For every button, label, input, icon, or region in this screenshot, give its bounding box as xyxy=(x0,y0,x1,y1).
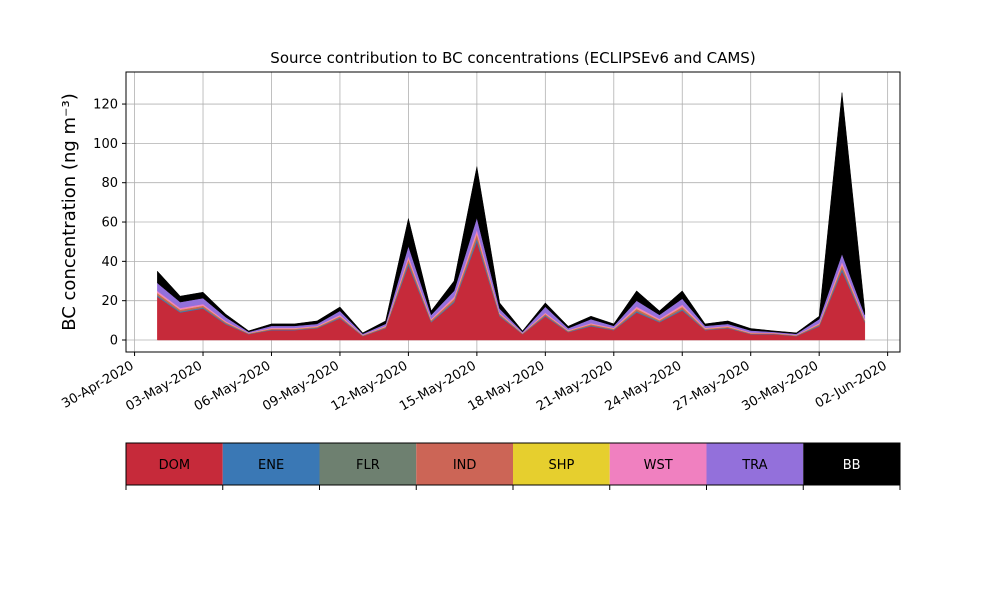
x-tick-label: 27-May-2020 xyxy=(671,358,753,414)
y-axis-label: BC concentration (ng m⁻³) xyxy=(59,93,80,331)
legend-label: DOM xyxy=(159,458,190,473)
legend-label: BB xyxy=(843,458,861,473)
legend-swatch xyxy=(319,443,417,485)
legend-label: FLR xyxy=(356,458,380,473)
y-tick-label: 120 xyxy=(93,98,118,113)
x-tick-label: 24-May-2020 xyxy=(603,358,685,414)
y-tick-label: 80 xyxy=(101,176,118,191)
x-tick-label: 12-May-2020 xyxy=(329,358,411,414)
x-tick-label: 06-May-2020 xyxy=(192,358,274,414)
legend-swatch xyxy=(513,443,610,485)
legend-swatch xyxy=(416,443,513,485)
x-tick-label: 03-May-2020 xyxy=(123,358,205,414)
legend-label: IND xyxy=(453,458,477,473)
x-tick-label: 09-May-2020 xyxy=(260,358,342,414)
x-tick-label: 21-May-2020 xyxy=(534,358,616,414)
plot-frame xyxy=(125,71,901,353)
y-tick-label: 40 xyxy=(101,255,118,270)
area xyxy=(157,92,866,335)
y-tick-label: 60 xyxy=(101,216,118,231)
x-tick-label: 18-May-2020 xyxy=(466,358,548,414)
y-tick-label: 100 xyxy=(93,137,118,152)
x-tick-label: 02-Jun-2020 xyxy=(813,358,890,411)
legend-swatch xyxy=(803,443,900,485)
x-tick-label: 30-May-2020 xyxy=(739,358,821,414)
legend-label: ENE xyxy=(258,458,284,473)
legend-label: TRA xyxy=(741,458,767,473)
legend-label: SHP xyxy=(548,458,574,473)
x-tick-label: 15-May-2020 xyxy=(397,358,479,414)
legend-label: WST xyxy=(644,458,673,473)
y-tick-label: 20 xyxy=(101,294,118,309)
legend-swatch xyxy=(222,443,320,485)
chart-title: Source contribution to BC concentrations… xyxy=(270,49,755,67)
legend-swatch xyxy=(126,443,223,485)
y-tick-label: 0 xyxy=(110,334,118,349)
legend-swatch xyxy=(609,443,707,485)
legend-swatch xyxy=(706,443,804,485)
